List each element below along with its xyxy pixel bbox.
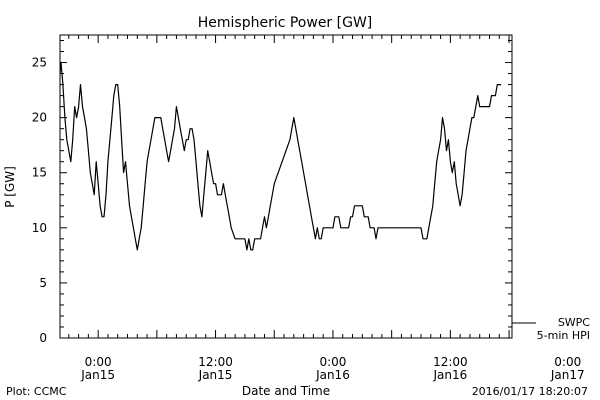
y-axis-ticks: 0 5 10 15 20 25: [32, 40, 512, 345]
y-tick-label: 0: [39, 331, 47, 345]
x-tick-label-date: Jan16: [432, 368, 467, 382]
x-tick-label-date: Jan15: [80, 368, 115, 382]
y-tick-label: 25: [32, 56, 47, 70]
x-tick-label-time: 0:00: [319, 355, 346, 369]
y-tick-label: 5: [39, 276, 47, 290]
x-tick-label-date: Jan16: [315, 368, 350, 382]
x-tick-label-time: 12:00: [198, 355, 233, 369]
y-tick-label: 15: [32, 166, 47, 180]
x-tick-label-date: Jan15: [198, 368, 233, 382]
y-tick-label: 10: [32, 221, 47, 235]
footer-timestamp: 2016/01/17 18:20:07: [472, 385, 588, 398]
x-tick-label-time: 0:00: [85, 355, 112, 369]
legend-5min-hpi: 5-min HPI: [537, 329, 590, 342]
footer-plot-credit: Plot: CCMC: [6, 385, 67, 398]
legend-swpc: SWPC: [558, 316, 590, 329]
x-tick-label-time: 12:00: [433, 355, 468, 369]
x-tick-label-date: Jan17: [550, 368, 585, 382]
y-tick-label: 20: [32, 111, 47, 125]
x-axis-ticks: 0:00Jan1512:00Jan150:00Jan1612:00Jan160:…: [68, 35, 585, 382]
x-axis-label: Date and Time: [242, 384, 330, 398]
x-tick-label-time: 0:00: [554, 355, 581, 369]
series-line-5min-hpi: [59, 61, 502, 251]
y-axis-label: P [GW]: [3, 166, 17, 208]
plot-frame: [59, 34, 513, 339]
chart-title: Hemispheric Power [GW]: [198, 15, 373, 31]
